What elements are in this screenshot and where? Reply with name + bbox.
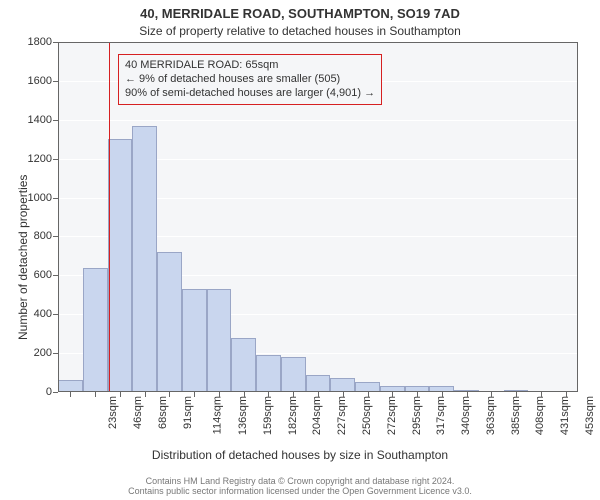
- x-tick-label: 453sqm: [584, 396, 596, 435]
- x-tick-label: 46sqm: [132, 396, 144, 429]
- x-tick-mark: [566, 392, 567, 397]
- x-tick-mark: [268, 392, 269, 397]
- y-tick-label: 800: [34, 230, 58, 242]
- bar: [108, 139, 133, 392]
- y-tick-label: 400: [34, 308, 58, 320]
- x-tick-label: 204sqm: [312, 396, 324, 435]
- bar: [306, 375, 331, 393]
- bar: [83, 268, 108, 392]
- x-tick-mark: [467, 392, 468, 397]
- x-tick-mark: [293, 392, 294, 397]
- x-tick-label: 295sqm: [411, 396, 423, 435]
- x-tick-mark: [219, 392, 220, 397]
- bar: [256, 355, 281, 392]
- annotation-line-3: 90% of semi-detached houses are larger (…: [125, 87, 375, 101]
- x-tick-mark: [491, 392, 492, 397]
- x-tick-label: 114sqm: [212, 396, 224, 434]
- x-tick-mark: [343, 392, 344, 397]
- x-tick-label: 385sqm: [510, 396, 522, 435]
- bar: [58, 380, 83, 392]
- x-tick-mark: [169, 392, 170, 397]
- attribution-line-2: Contains public sector information licen…: [0, 486, 600, 496]
- bar: [182, 289, 207, 392]
- x-tick-label: 68sqm: [157, 396, 169, 429]
- y-tick-label: 0: [46, 386, 58, 398]
- x-tick-mark: [392, 392, 393, 397]
- x-tick-label: 408sqm: [534, 396, 546, 435]
- x-tick-mark: [145, 392, 146, 397]
- y-tick-label: 200: [34, 347, 58, 359]
- x-tick-label: 23sqm: [107, 396, 119, 429]
- x-tick-mark: [516, 392, 517, 397]
- x-tick-mark: [95, 392, 96, 397]
- x-tick-mark: [120, 392, 121, 397]
- gridline: [58, 120, 578, 121]
- x-tick-mark: [442, 392, 443, 397]
- annotation-line-2: ← 9% of detached houses are smaller (505…: [125, 73, 375, 87]
- x-tick-mark: [244, 392, 245, 397]
- x-tick-label: 159sqm: [262, 396, 274, 435]
- x-tick-mark: [194, 392, 195, 397]
- bar: [281, 357, 306, 392]
- y-tick-label: 1600: [28, 75, 58, 87]
- x-tick-label: 227sqm: [336, 396, 348, 435]
- annotation-line-1: 40 MERRIDALE ROAD: 65sqm: [125, 59, 375, 73]
- x-tick-mark: [541, 392, 542, 397]
- x-tick-mark: [417, 392, 418, 397]
- x-axis-label: Distribution of detached houses by size …: [0, 448, 600, 462]
- x-tick-label: 250sqm: [361, 396, 373, 435]
- bar: [207, 289, 232, 392]
- chart-subtitle: Size of property relative to detached ho…: [0, 24, 600, 38]
- x-tick-label: 272sqm: [386, 396, 398, 435]
- x-tick-label: 91sqm: [182, 396, 194, 429]
- gridline: [58, 42, 578, 43]
- annotation-box: 40 MERRIDALE ROAD: 65sqm ← 9% of detache…: [118, 54, 382, 105]
- x-tick-label: 363sqm: [485, 396, 497, 435]
- bar: [355, 382, 380, 392]
- x-tick-label: 136sqm: [237, 396, 249, 435]
- x-tick-label: 182sqm: [287, 396, 299, 435]
- y-tick-label: 1000: [28, 192, 58, 204]
- bar: [157, 252, 182, 392]
- y-tick-label: 1400: [28, 114, 58, 126]
- bar: [132, 126, 157, 392]
- chart-container: { "title": { "text": "40, MERRIDALE ROAD…: [0, 0, 600, 500]
- chart-title: 40, MERRIDALE ROAD, SOUTHAMPTON, SO19 7A…: [0, 6, 600, 21]
- x-tick-label: 340sqm: [460, 396, 472, 435]
- y-tick-label: 1800: [28, 36, 58, 48]
- x-tick-mark: [368, 392, 369, 397]
- plot-area: 40 MERRIDALE ROAD: 65sqm ← 9% of detache…: [58, 42, 578, 392]
- reference-line: [109, 42, 110, 392]
- bar: [231, 338, 256, 392]
- x-tick-label: 317sqm: [435, 396, 447, 435]
- attribution: Contains HM Land Registry data © Crown c…: [0, 476, 600, 496]
- x-tick-mark: [70, 392, 71, 397]
- x-tick-label: 431sqm: [559, 396, 571, 435]
- x-tick-mark: [318, 392, 319, 397]
- y-tick-label: 600: [34, 269, 58, 281]
- bar: [330, 378, 355, 392]
- y-tick-label: 1200: [28, 153, 58, 165]
- attribution-line-1: Contains HM Land Registry data © Crown c…: [0, 476, 600, 486]
